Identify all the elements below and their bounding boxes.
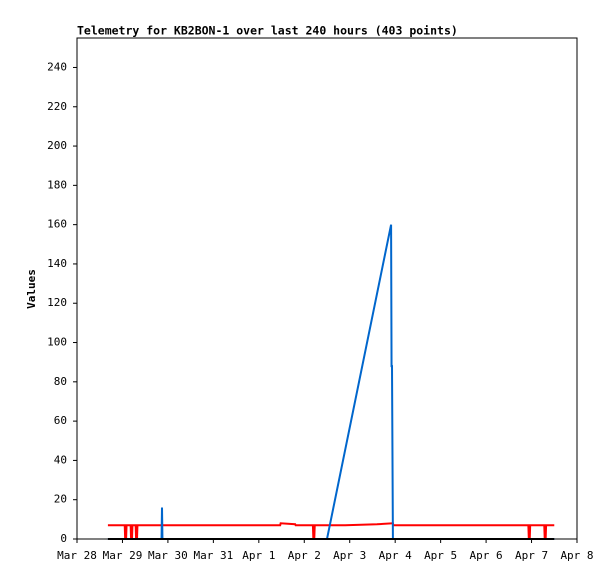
- x-tick-label: Mar 30: [148, 549, 188, 562]
- x-tick-label: Apr 6: [470, 549, 503, 562]
- y-tick-label: 200: [47, 139, 67, 152]
- x-tick-label: Apr 4: [379, 549, 412, 562]
- y-tick-label: 60: [54, 414, 67, 427]
- x-tick-label: Apr 1: [242, 549, 275, 562]
- y-tick-label: 80: [54, 375, 67, 388]
- x-tick-label: Mar 29: [103, 549, 143, 562]
- x-tick-label: Mar 31: [193, 549, 233, 562]
- series-line: [107, 522, 555, 540]
- y-tick-label: 40: [54, 453, 67, 466]
- x-tick-label: Mar 28: [57, 549, 97, 562]
- y-tick-label: 140: [47, 257, 67, 270]
- x-tick-label: Apr 7: [515, 549, 548, 562]
- y-tick-label: 240: [47, 60, 67, 73]
- chart-title: Telemetry for KB2BON-1 over last 240 hou…: [77, 24, 458, 38]
- plot-frame: [76, 37, 578, 540]
- series-line: [107, 224, 555, 540]
- y-tick-label: 220: [47, 100, 67, 113]
- y-tick-label: 160: [47, 218, 67, 231]
- x-tick-label: Apr 8: [560, 549, 593, 562]
- x-tick-label: Apr 5: [424, 549, 457, 562]
- x-tick-label: Apr 2: [288, 549, 321, 562]
- y-axis-label: Values: [25, 269, 38, 309]
- x-tick-label: Apr 3: [333, 549, 366, 562]
- y-tick-label: 180: [47, 178, 67, 191]
- y-tick-label: 100: [47, 336, 67, 349]
- y-tick-label: 20: [54, 493, 67, 506]
- y-tick-label: 0: [60, 532, 67, 545]
- y-tick-label: 120: [47, 296, 67, 309]
